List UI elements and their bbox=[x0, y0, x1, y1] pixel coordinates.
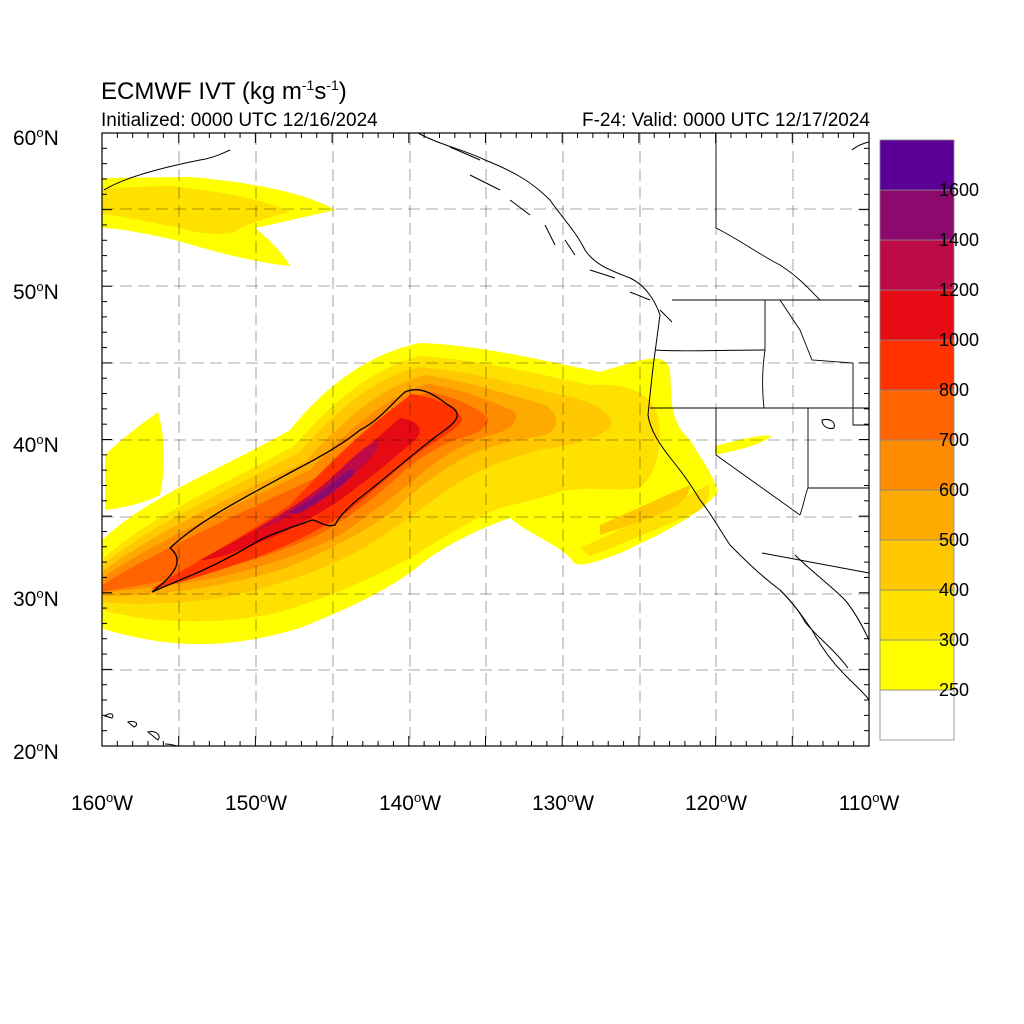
lon-label-160w: 160oW bbox=[70, 790, 134, 815]
lat-label-30: 30oN bbox=[13, 586, 59, 611]
west-coast-line bbox=[417, 132, 870, 701]
colorbar-box bbox=[879, 439, 955, 491]
colorbar-box bbox=[879, 639, 955, 691]
lon-label-150w: 150oW bbox=[224, 790, 288, 815]
colorbar-level-label: 800 bbox=[939, 380, 970, 400]
baja-coast bbox=[779, 589, 849, 669]
hawaii-islands bbox=[103, 713, 179, 747]
colorbar-level-label: 300 bbox=[939, 630, 970, 650]
colorbar-level-label: 1600 bbox=[939, 180, 980, 200]
colorbar-box bbox=[879, 139, 955, 191]
lat-label-50: 50oN bbox=[13, 279, 59, 304]
colorbar-level-label: 700 bbox=[939, 430, 970, 450]
wa-id-border bbox=[762, 300, 766, 409]
ivt-contour-1400 bbox=[290, 469, 354, 514]
colorbar-box bbox=[879, 239, 955, 291]
title-exponent-2: -1 bbox=[326, 77, 339, 93]
wa-or-border bbox=[654, 349, 766, 352]
lat-label-40: 40oN bbox=[13, 432, 59, 457]
map-title: ECMWF IVT (kg m-1s-1) bbox=[101, 70, 347, 107]
colorbar-box bbox=[879, 589, 955, 641]
nv-az-border bbox=[799, 487, 809, 516]
us-mexico-border bbox=[761, 552, 870, 574]
colorbar-level-label: 600 bbox=[939, 480, 970, 500]
ivt-1000-contour-line bbox=[151, 389, 458, 593]
colorbar-box bbox=[879, 539, 955, 591]
gulf-california-coast bbox=[794, 554, 870, 641]
colorbar-box bbox=[879, 489, 955, 541]
lon-label-130w: 130oW bbox=[531, 790, 595, 815]
title-exponent-1: -1 bbox=[301, 77, 315, 93]
ivt-contour-1200 bbox=[255, 440, 379, 530]
political-boundaries bbox=[650, 133, 870, 574]
lat-label-20: 20oN bbox=[13, 739, 59, 764]
title-text-s: s bbox=[314, 78, 327, 105]
colorbar-level-label: 250 bbox=[939, 680, 970, 700]
alaska-coast bbox=[103, 149, 231, 191]
colorbar-box bbox=[879, 389, 955, 441]
lon-label-120w: 120oW bbox=[684, 790, 748, 815]
colorbar-box bbox=[879, 339, 955, 391]
lat-label-60: 60oN bbox=[13, 125, 59, 150]
lon-label-110w: 110oW bbox=[838, 790, 900, 815]
great-salt-lake bbox=[821, 419, 835, 429]
axis-ticks bbox=[101, 132, 870, 747]
colorbar-box bbox=[879, 289, 955, 341]
ivt-field bbox=[102, 177, 772, 645]
graticule bbox=[102, 133, 869, 746]
colorbar-level-label: 400 bbox=[939, 580, 970, 600]
colorbar-boxes bbox=[879, 139, 955, 741]
colorbar-level-label: 1000 bbox=[939, 330, 980, 350]
lon-label-140w: 140oW bbox=[378, 790, 442, 815]
ca-nv-border bbox=[715, 408, 801, 516]
colorbar-box bbox=[879, 189, 955, 241]
id-mt-border bbox=[779, 299, 869, 426]
valid-time-label: F-24: Valid: 0000 UTC 12/17/2024 bbox=[582, 110, 870, 131]
colorbar-level-label: 500 bbox=[939, 530, 970, 550]
northeast-coast bbox=[851, 141, 870, 151]
colorbar-box bbox=[879, 689, 955, 741]
coastal-islands bbox=[449, 146, 673, 323]
initialized-label: Initialized: 0000 UTC 12/16/2024 bbox=[101, 110, 378, 131]
bc-alberta-border bbox=[715, 227, 821, 301]
coastlines bbox=[103, 132, 870, 747]
colorbar-level-label: 1200 bbox=[939, 280, 980, 300]
title-text: ECMWF IVT (kg m bbox=[101, 78, 302, 105]
title-text-end: ) bbox=[338, 78, 347, 105]
colorbar-level-label: 1400 bbox=[939, 230, 980, 250]
